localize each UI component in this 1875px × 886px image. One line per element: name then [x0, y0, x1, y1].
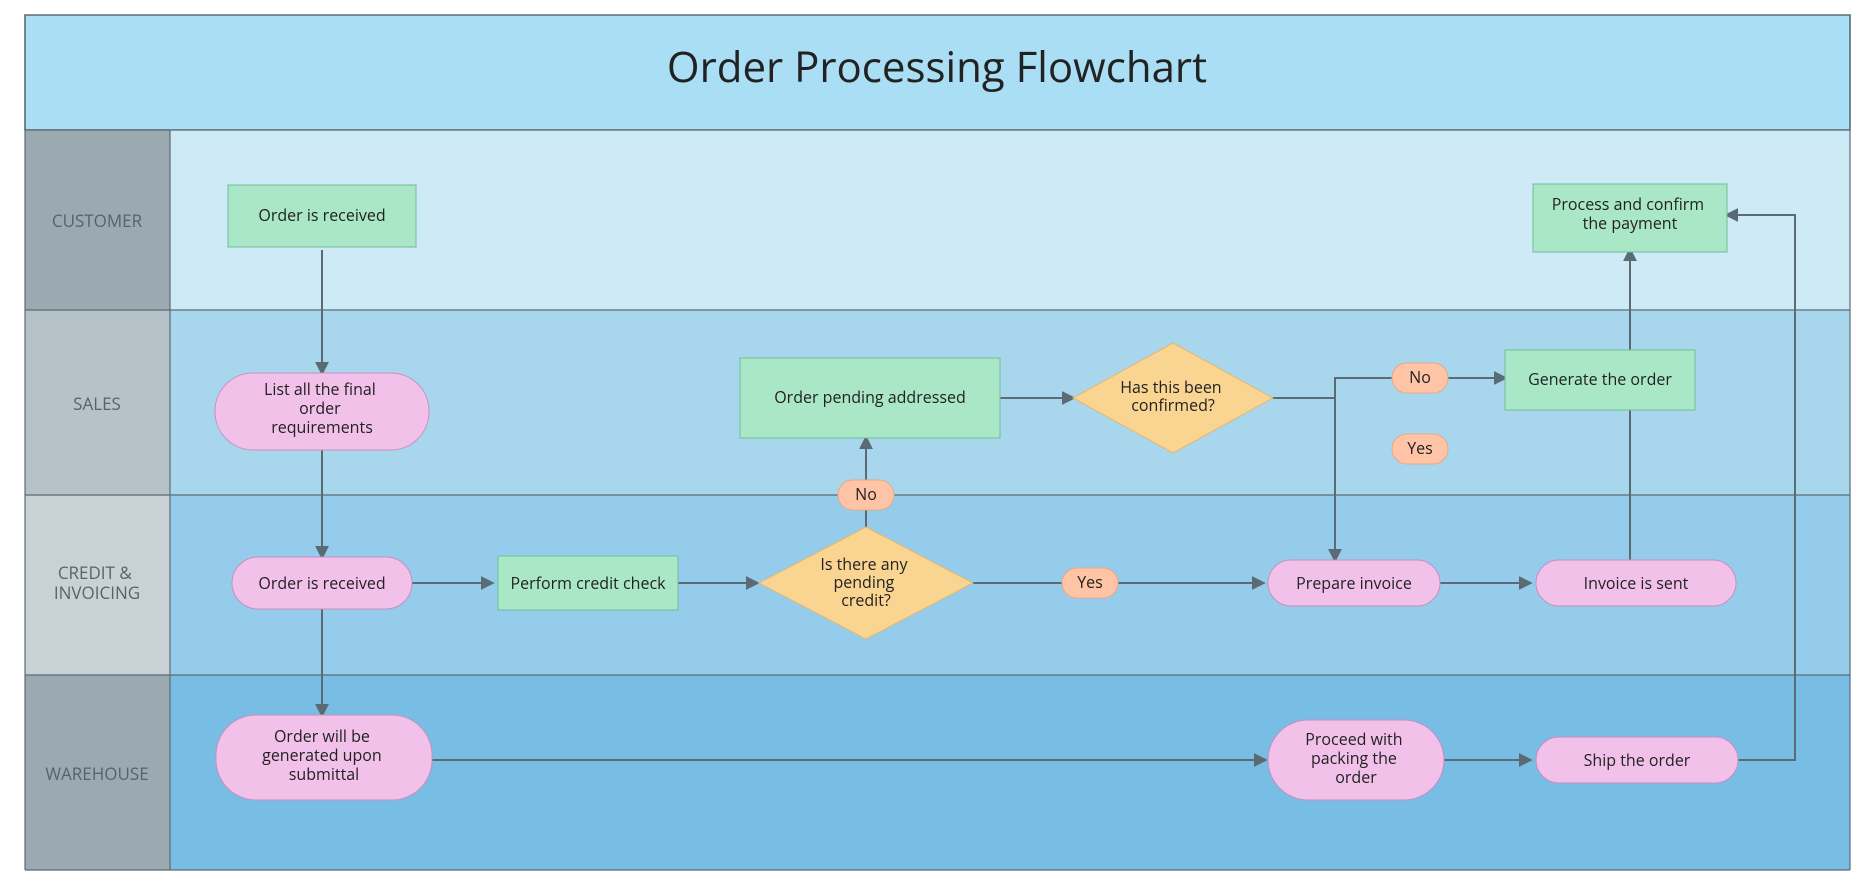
- node-pack-order: Proceed with packing the order: [1268, 720, 1444, 800]
- badge-yes-confirmed: Yes: [1392, 434, 1448, 464]
- svg-text:Yes: Yes: [1077, 571, 1103, 593]
- lane-label-sales: SALES: [73, 392, 121, 415]
- svg-text:Invoice is sent: Invoice is sent: [1584, 572, 1689, 594]
- lane-label-warehouse: WAREHOUSE: [45, 762, 148, 785]
- svg-text:Ship the order: Ship the order: [1584, 749, 1691, 771]
- node-order-received-credit: Order is received: [232, 557, 412, 609]
- svg-text:No: No: [1409, 366, 1431, 388]
- svg-text:Generate the order: Generate the order: [1528, 368, 1672, 390]
- svg-text:Perform credit check: Perform credit check: [510, 572, 666, 594]
- badge-yes-pending: Yes: [1062, 568, 1118, 598]
- node-order-pending-addressed: Order pending addressed: [740, 358, 1000, 438]
- flowchart-diagram: Order Processing Flowchart CUSTOMER SALE…: [0, 0, 1875, 886]
- svg-text:Has this been confirmed?: Has this been confirmed?: [1120, 376, 1226, 416]
- node-generated-on-submittal: Order will be generated upon submittal: [216, 715, 432, 800]
- svg-text:No: No: [855, 483, 877, 505]
- svg-text:Yes: Yes: [1407, 437, 1433, 459]
- lane-label-credit: CREDIT & INVOICING: [54, 561, 140, 604]
- title-band: Order Processing Flowchart: [25, 15, 1850, 130]
- badge-no-confirmed: No: [1392, 363, 1448, 393]
- node-list-requirements: List all the final order requirements: [215, 373, 429, 450]
- diagram-title: Order Processing Flowchart: [667, 38, 1207, 95]
- node-perform-credit-check: Perform credit check: [498, 556, 678, 610]
- node-generate-order: Generate the order: [1505, 350, 1695, 410]
- node-invoice-sent: Invoice is sent: [1536, 560, 1736, 606]
- svg-text:CREDIT & INVOICING: CREDIT & INVOICING: [54, 561, 140, 604]
- node-process-payment: Process and confirm the payment: [1533, 184, 1727, 252]
- svg-text:Order pending addressed: Order pending addressed: [774, 386, 966, 408]
- flowchart-svg: Order Processing Flowchart CUSTOMER SALE…: [0, 0, 1875, 886]
- svg-text:Prepare invoice: Prepare invoice: [1296, 572, 1412, 594]
- badge-no-pending: No: [838, 480, 894, 510]
- node-prepare-invoice: Prepare invoice: [1268, 560, 1440, 606]
- lane-label-customer: CUSTOMER: [52, 209, 143, 232]
- svg-text:Order is received: Order is received: [258, 572, 385, 594]
- node-order-received-customer: Order is received: [228, 185, 416, 247]
- svg-text:Order is received: Order is received: [258, 204, 385, 226]
- node-ship-order: Ship the order: [1536, 737, 1738, 783]
